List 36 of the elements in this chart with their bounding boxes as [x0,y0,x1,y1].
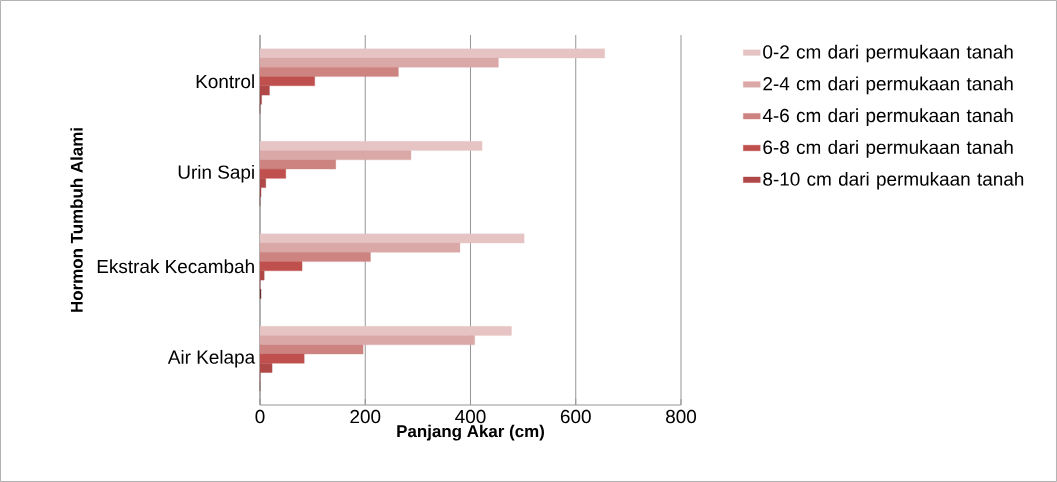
bar [259,233,525,244]
x-axis-title: Panjang Akar (cm) [397,424,544,441]
x-tick-label: 0 [255,409,265,424]
x-tick-label: 600 [560,409,591,424]
bar [259,242,461,253]
bar [259,159,336,170]
x-tick-label: 400 [455,409,486,424]
bar [259,363,273,373]
bar [259,57,499,68]
bar [259,67,399,77]
bar [259,48,605,59]
legend-label: 2-4 cm dari permukaan tanah [763,76,1013,95]
bar [259,252,371,262]
legend-label: 8-10 cm dari permukaan tanah [763,171,1024,190]
bar [259,178,266,188]
bar [259,85,270,96]
legend-label: 4-6 cm dari permukaan tanah [762,108,1013,126]
legend-label: 0-2 cm dari permukaan tanah [763,44,1013,63]
y-tick-label: Air Kelapa [167,349,256,368]
bar [259,141,483,151]
y-tick-label: Ekstrak Kecambah [97,259,254,274]
legend-label: 6-8 cm dari permukaan tanah [763,140,1013,158]
bar [259,344,364,355]
bar [259,353,305,364]
bar [259,335,475,346]
bar [259,270,265,281]
bar [259,168,286,179]
bar [259,150,412,161]
x-tick-label: 200 [350,409,381,424]
y-tick-label: Urin Sapi [178,164,254,183]
bar [259,326,512,336]
y-axis-title: Hormon Tumbuh Alami [70,128,83,312]
bar [259,76,315,87]
y-tick-label: Kontrol [196,74,254,89]
x-tick-label: 800 [666,409,697,424]
bar [259,261,303,272]
